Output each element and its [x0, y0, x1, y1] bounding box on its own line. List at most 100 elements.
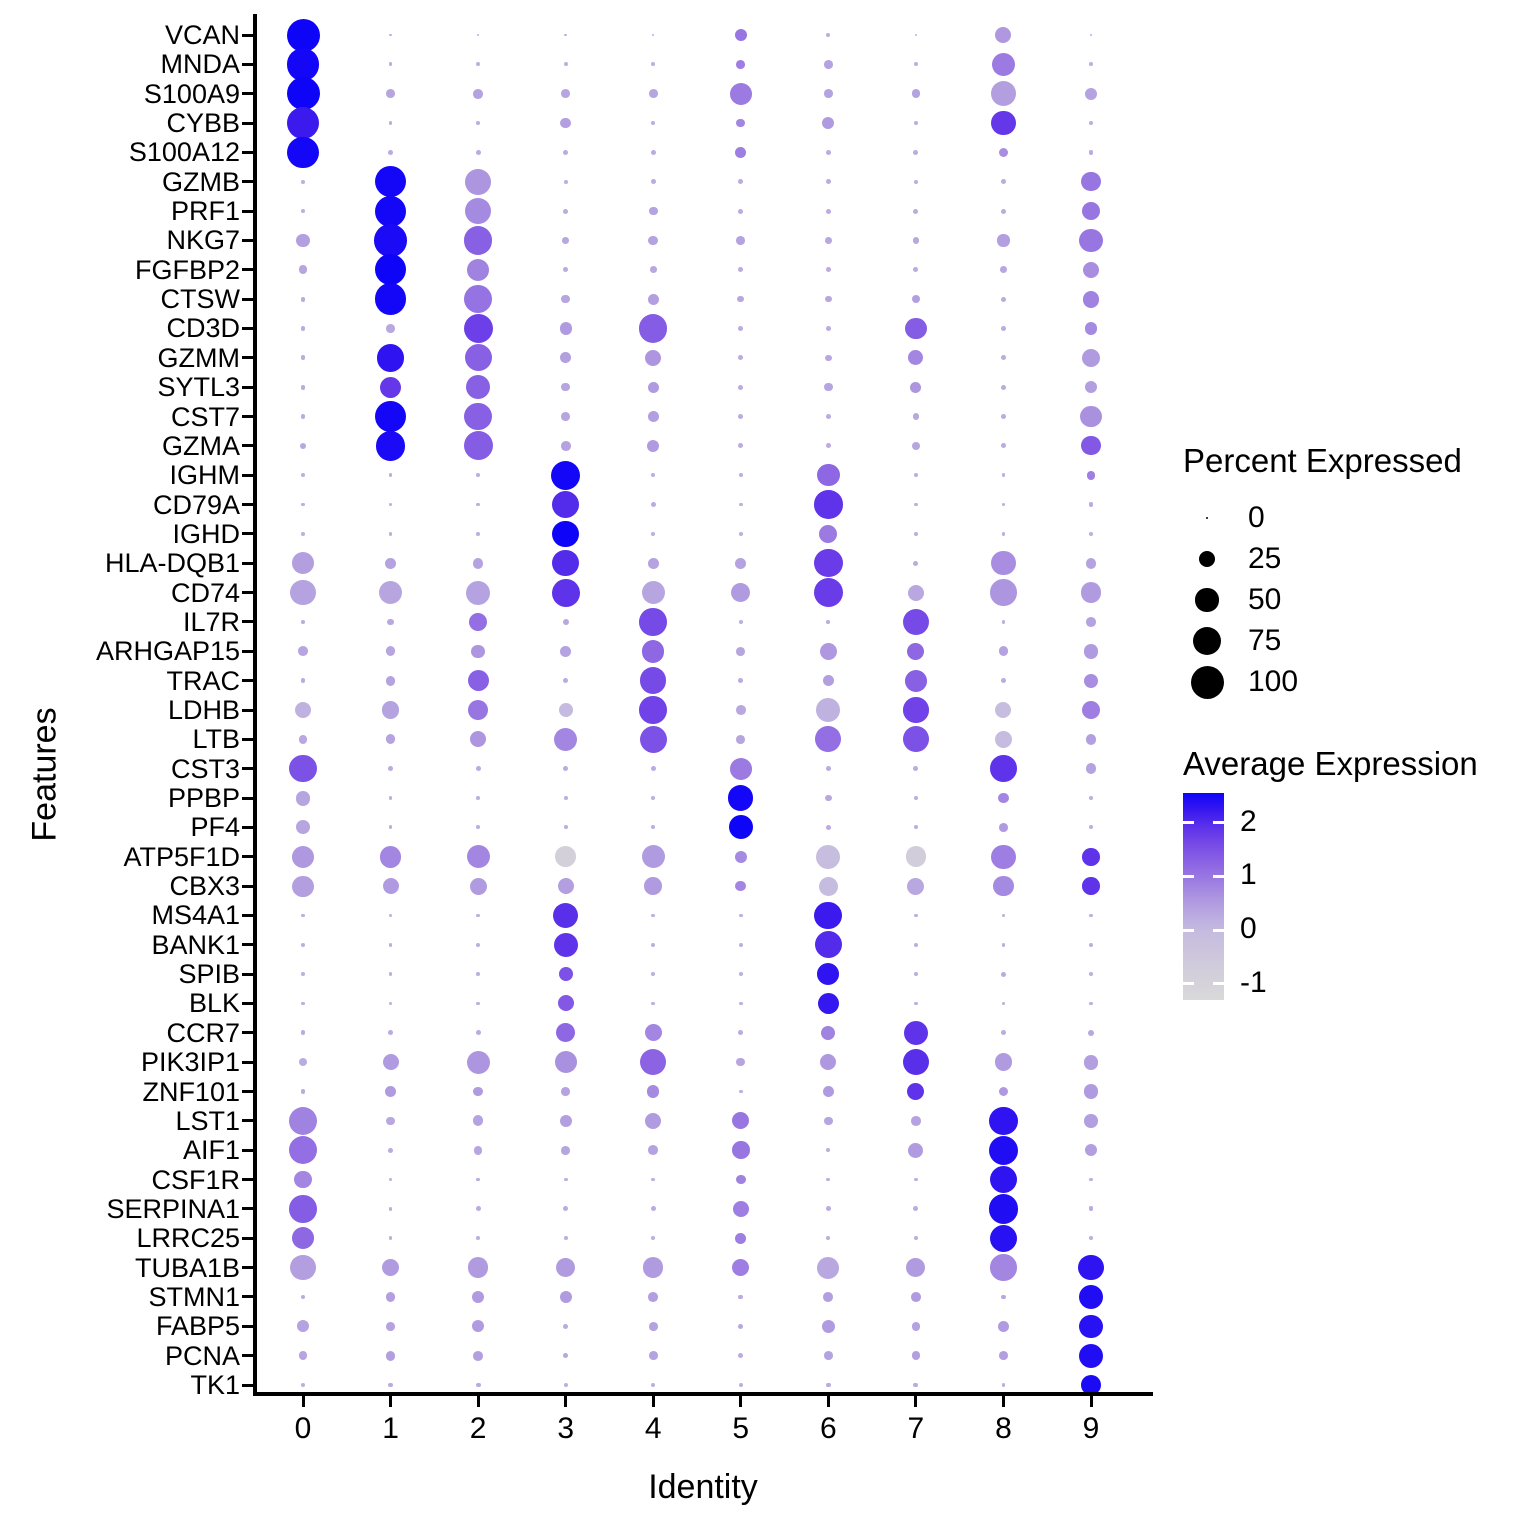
- dot-CTSW-cluster2: [464, 285, 493, 314]
- dot-CSF1R-cluster0: [294, 1170, 312, 1189]
- dot-SYTL3-cluster6: [824, 382, 833, 392]
- dot-SERPINA1-cluster1: [388, 1207, 393, 1211]
- dot-CYBB-cluster8: [991, 110, 1016, 136]
- dot-VCAN-cluster5: [734, 28, 747, 42]
- dot-BLK-cluster5: [738, 1001, 743, 1006]
- dot-LRRC25-cluster1: [388, 1236, 393, 1241]
- dot-ARHGAP15-cluster1: [385, 646, 396, 657]
- dot-SYTL3-cluster5: [738, 384, 744, 390]
- dot-BANK1-cluster0: [301, 942, 305, 947]
- dot-ARHGAP15-cluster8: [998, 646, 1009, 657]
- dot-IL7R-cluster7: [902, 608, 930, 636]
- dot-CTSW-cluster0: [300, 296, 306, 302]
- y-axis-line: [253, 14, 257, 1396]
- size-legend-label-50: 50: [1248, 583, 1282, 616]
- dot-GZMA-cluster5: [738, 443, 744, 449]
- dot-S100A12-cluster1: [388, 149, 393, 155]
- colorbar-tick-mark: [1183, 874, 1194, 878]
- dot-CSF1R-cluster3: [563, 1177, 568, 1182]
- dot-CD74-cluster0: [290, 579, 316, 606]
- dot-CST7-cluster9: [1080, 406, 1102, 428]
- dot-GZMB-cluster6: [825, 179, 831, 185]
- dot-PIK3IP1-cluster6: [820, 1054, 837, 1071]
- gene-label-LST1: LST1: [175, 1105, 240, 1136]
- x-tick-mark: [1089, 1396, 1093, 1407]
- dot-ARHGAP15-cluster0: [298, 646, 308, 657]
- dot-LRRC25-cluster3: [563, 1236, 568, 1241]
- dot-TUBA1B-cluster9: [1078, 1254, 1104, 1281]
- dot-SPIB-cluster7: [913, 972, 918, 977]
- dot-FABP5-cluster3: [563, 1323, 569, 1329]
- dot-IL7R-cluster8: [1001, 620, 1006, 624]
- dot-CD3D-cluster3: [559, 322, 572, 335]
- size-legend-label-75: 75: [1248, 624, 1282, 657]
- y-tick-mark: [242, 825, 253, 829]
- dot-ATP5F1D-cluster1: [379, 845, 402, 868]
- dot-VCAN-cluster8: [995, 27, 1012, 43]
- dot-CD79A-cluster6: [814, 490, 843, 519]
- colorbar-label-0: 0: [1240, 912, 1257, 946]
- dot-LRRC25-cluster4: [651, 1236, 656, 1241]
- dot-CST3-cluster1: [388, 766, 393, 772]
- dot-FABP5-cluster7: [911, 1321, 921, 1331]
- dot-CD3D-cluster5: [738, 326, 744, 331]
- dot-ZNF101-cluster7: [907, 1083, 925, 1100]
- dot-IGHM-cluster7: [913, 473, 918, 478]
- dot-ATP5F1D-cluster2: [466, 845, 490, 869]
- gene-label-IGHM: IGHM: [169, 460, 241, 491]
- dot-IGHM-cluster8: [1001, 473, 1006, 478]
- gene-label-LRRC25: LRRC25: [136, 1223, 240, 1254]
- dot-MS4A1-cluster3: [552, 902, 579, 929]
- gene-label-FABP5: FABP5: [155, 1311, 240, 1342]
- dot-NKG7-cluster5: [736, 236, 746, 245]
- dot-ATP5F1D-cluster4: [641, 845, 665, 869]
- dot-TUBA1B-cluster7: [906, 1258, 926, 1278]
- dot-TK1-cluster8: [1001, 1383, 1006, 1387]
- dot-SERPINA1-cluster2: [475, 1206, 481, 1212]
- dot-VCAN-cluster4: [651, 33, 655, 37]
- dot-SYTL3-cluster7: [910, 381, 922, 393]
- dot-FGFBP2-cluster7: [913, 267, 919, 273]
- dot-SPIB-cluster9: [1089, 972, 1093, 977]
- dot-TK1-cluster1: [388, 1382, 393, 1388]
- size-legend-label-25: 25: [1248, 542, 1282, 575]
- dot-ATP5F1D-cluster8: [991, 844, 1016, 869]
- dot-AIF1-cluster9: [1084, 1144, 1098, 1157]
- dot-CST7-cluster4: [647, 411, 659, 422]
- gene-label-PCNA: PCNA: [164, 1340, 240, 1371]
- dot-PPBP-cluster5: [728, 785, 754, 811]
- dot-S100A9-cluster8: [990, 81, 1016, 107]
- dot-IL7R-cluster2: [468, 612, 488, 632]
- dot-IGHM-cluster4: [651, 473, 656, 478]
- dot-CCR7-cluster6: [821, 1025, 836, 1040]
- dot-GZMM-cluster1: [376, 343, 405, 372]
- dot-NKG7-cluster4: [648, 235, 659, 246]
- dot-PRF1-cluster0: [301, 209, 305, 213]
- dot-S100A12-cluster7: [913, 149, 919, 155]
- dot-CSF1R-cluster9: [1089, 1177, 1093, 1182]
- dot-CCR7-cluster0: [300, 1030, 306, 1036]
- gene-label-S100A12: S100A12: [128, 137, 240, 168]
- dot-CD79A-cluster5: [738, 502, 743, 507]
- size-legend-dot-0: [1205, 516, 1209, 520]
- dot-GZMA-cluster2: [463, 431, 493, 461]
- dot-IL7R-cluster6: [826, 620, 831, 624]
- y-tick-mark: [242, 62, 253, 66]
- dot-HLA-DQB1-cluster6: [814, 549, 843, 578]
- dot-CST3-cluster0: [289, 754, 317, 783]
- dot-CCR7-cluster1: [388, 1030, 393, 1036]
- dot-S100A12-cluster8: [998, 147, 1009, 158]
- dot-PRF1-cluster5: [738, 208, 744, 214]
- dot-LST1-cluster6: [824, 1116, 833, 1126]
- y-tick-mark: [242, 385, 253, 389]
- dot-IGHM-cluster0: [301, 473, 305, 478]
- dot-ARHGAP15-cluster4: [641, 640, 665, 663]
- gene-label-CD74: CD74: [170, 577, 240, 608]
- dot-CD74-cluster7: [907, 584, 924, 601]
- dot-TRAC-cluster6: [822, 675, 834, 687]
- dot-CSF1R-cluster5: [735, 1174, 746, 1185]
- cluster-label-3: 3: [557, 1412, 574, 1445]
- dot-CST7-cluster2: [464, 402, 493, 431]
- dot-TRAC-cluster2: [467, 670, 489, 692]
- dot-FABP5-cluster2: [472, 1320, 485, 1333]
